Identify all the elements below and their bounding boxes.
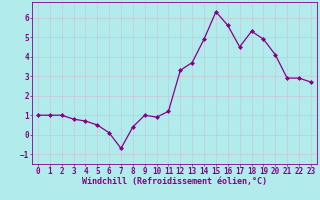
X-axis label: Windchill (Refroidissement éolien,°C): Windchill (Refroidissement éolien,°C) bbox=[82, 177, 267, 186]
